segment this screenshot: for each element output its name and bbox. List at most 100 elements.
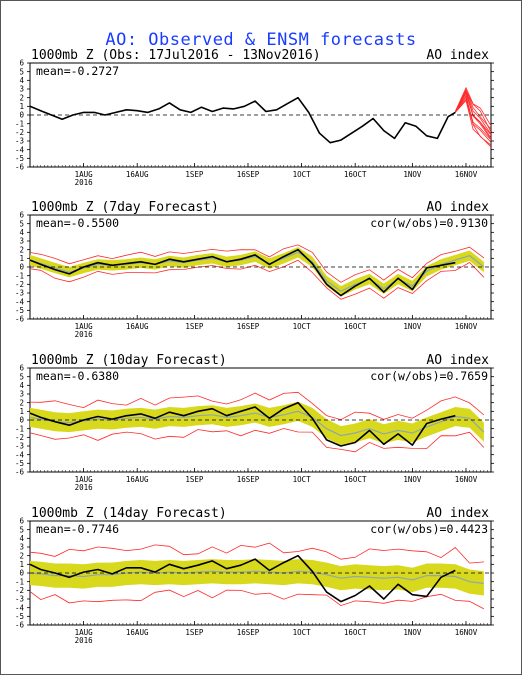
y-tick-label: -2 [15, 280, 24, 289]
y-tick-label: 6 [19, 211, 24, 220]
x-tick-label: 1SEP [185, 475, 204, 484]
panel-4: 1000mb Z (14day Forecast) AO index-6-5-4-… [15, 506, 494, 645]
y-tick-label: -3 [15, 595, 24, 604]
x-tick-label: 16SEP [237, 322, 260, 331]
x-tick-label: 1AUG [75, 170, 94, 179]
ensemble-spread-band [30, 247, 484, 297]
y-tick-label: 3 [19, 390, 24, 399]
observed-line [30, 401, 456, 447]
panel-3: 1000mb Z (10day Forecast) AO index-6-5-4-… [15, 353, 494, 492]
y-tick-label: 4 [19, 76, 24, 85]
data-layer [30, 391, 491, 453]
ensemble-spread-band [30, 401, 484, 446]
y-tick-label: -4 [15, 145, 25, 154]
x-tick-label: 1NOV [403, 322, 422, 331]
x-tick-label: 16AUG [126, 170, 149, 179]
mean-label: mean=-0.2727 [36, 64, 119, 78]
observed-line [30, 554, 456, 603]
x-tick-label: 16NOV [455, 322, 478, 331]
panel-title: 1000mb Z (Obs: 17Jul2016 - 13Nov2016) [31, 48, 321, 63]
y-tick-label: 1 [19, 560, 24, 569]
y-tick-label: -2 [15, 586, 24, 595]
y-tick-label: -5 [15, 154, 24, 163]
x-tick-label: 16OCT [344, 475, 367, 484]
correlation-label: cor(w/obs)=0.7659 [370, 369, 488, 383]
y-tick-label: 0 [19, 569, 24, 578]
x-tick-label: 16NOV [455, 628, 478, 637]
ensemble-member-lower [30, 259, 485, 300]
y-tick-label: 2 [19, 551, 24, 560]
ensemble-member-lower [30, 428, 485, 453]
ensemble-mean-line [30, 570, 484, 584]
x-year-label: 2016 [75, 636, 94, 645]
x-tick-label: 1AUG [75, 475, 94, 484]
y-tick-label: 0 [19, 111, 24, 120]
panel-title: 1000mb Z (14day Forecast) [31, 506, 227, 521]
y-tick-label: 1 [19, 407, 24, 416]
correlation-label: cor(w/obs)=0.4423 [370, 522, 488, 536]
x-tick-label: 16OCT [344, 322, 367, 331]
y-tick-label: -5 [15, 306, 24, 315]
y-tick-label: -1 [15, 577, 24, 586]
x-year-label: 2016 [75, 483, 94, 492]
ensemble-mean-line [30, 251, 485, 292]
panel-index-label: AO index [426, 506, 489, 521]
y-tick-label: 4 [19, 381, 24, 390]
x-year-label: 2016 [75, 330, 94, 339]
x-tick-label: 16NOV [455, 475, 478, 484]
panel-index-label: AO index [426, 48, 489, 63]
x-tick-label: 16AUG [126, 628, 149, 637]
x-tick-label: 16OCT [344, 170, 367, 179]
x-tick-label: 16AUG [126, 322, 149, 331]
data-layer [30, 244, 491, 300]
y-tick-label: -6 [15, 621, 25, 630]
y-tick-label: -4 [15, 603, 25, 612]
y-tick-label: 2 [19, 398, 24, 407]
y-tick-label: 5 [19, 67, 24, 76]
y-tick-label: 6 [19, 517, 24, 526]
y-tick-label: -6 [15, 315, 25, 324]
ensemble-member-line [454, 86, 491, 127]
mean-label: mean=-0.7746 [36, 522, 119, 536]
ensemble-mean-line [30, 410, 485, 437]
x-tick-label: 16AUG [126, 475, 149, 484]
ensemble-member-upper [30, 244, 485, 283]
plot-area [29, 62, 492, 168]
x-tick-label: 16SEP [237, 170, 260, 179]
panel-index-label: AO index [426, 200, 489, 215]
x-tick-label: 1SEP [185, 628, 204, 637]
panel-1: 1000mb Z (Obs: 17Jul2016 - 13Nov2016) AO … [15, 48, 494, 187]
plot-area [29, 214, 492, 320]
x-tick-label: 1NOV [403, 628, 422, 637]
data-layer [30, 86, 491, 148]
ensemble-member-lower [30, 589, 485, 610]
x-tick-label: 1OCT [293, 475, 312, 484]
y-tick-label: -3 [15, 442, 24, 451]
x-tick-label: 16OCT [344, 628, 367, 637]
x-tick-label: 16SEP [237, 628, 260, 637]
ensemble-member-line [454, 89, 491, 133]
x-tick-label: 1OCT [293, 322, 312, 331]
y-tick-label: -6 [15, 163, 25, 172]
data-layer [30, 542, 491, 610]
panel-index-label: AO index [426, 353, 489, 368]
y-tick-label: 0 [19, 416, 24, 425]
y-tick-label: 5 [19, 372, 24, 381]
x-year-label: 2016 [75, 178, 94, 187]
y-tick-label: 0 [19, 263, 24, 272]
y-tick-label: -1 [15, 424, 24, 433]
y-tick-label: -1 [15, 271, 24, 280]
y-tick-label: 1 [19, 102, 24, 111]
y-tick-label: 4 [19, 534, 24, 543]
panel-title: 1000mb Z (7day Forecast) [31, 200, 219, 215]
observed-line [30, 96, 456, 144]
x-tick-label: 1NOV [403, 475, 422, 484]
mean-label: mean=-0.5500 [36, 216, 119, 230]
y-tick-label: -3 [15, 289, 24, 298]
y-tick-label: 5 [19, 219, 24, 228]
y-tick-label: -4 [15, 450, 25, 459]
y-tick-label: 3 [19, 237, 24, 246]
x-tick-label: 1OCT [293, 628, 312, 637]
y-tick-label: 1 [19, 254, 24, 263]
